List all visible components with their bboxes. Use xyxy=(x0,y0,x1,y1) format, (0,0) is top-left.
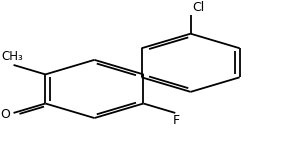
Text: O: O xyxy=(0,108,10,121)
Text: CH₃: CH₃ xyxy=(1,50,23,63)
Text: Cl: Cl xyxy=(192,1,204,14)
Text: F: F xyxy=(173,114,180,127)
